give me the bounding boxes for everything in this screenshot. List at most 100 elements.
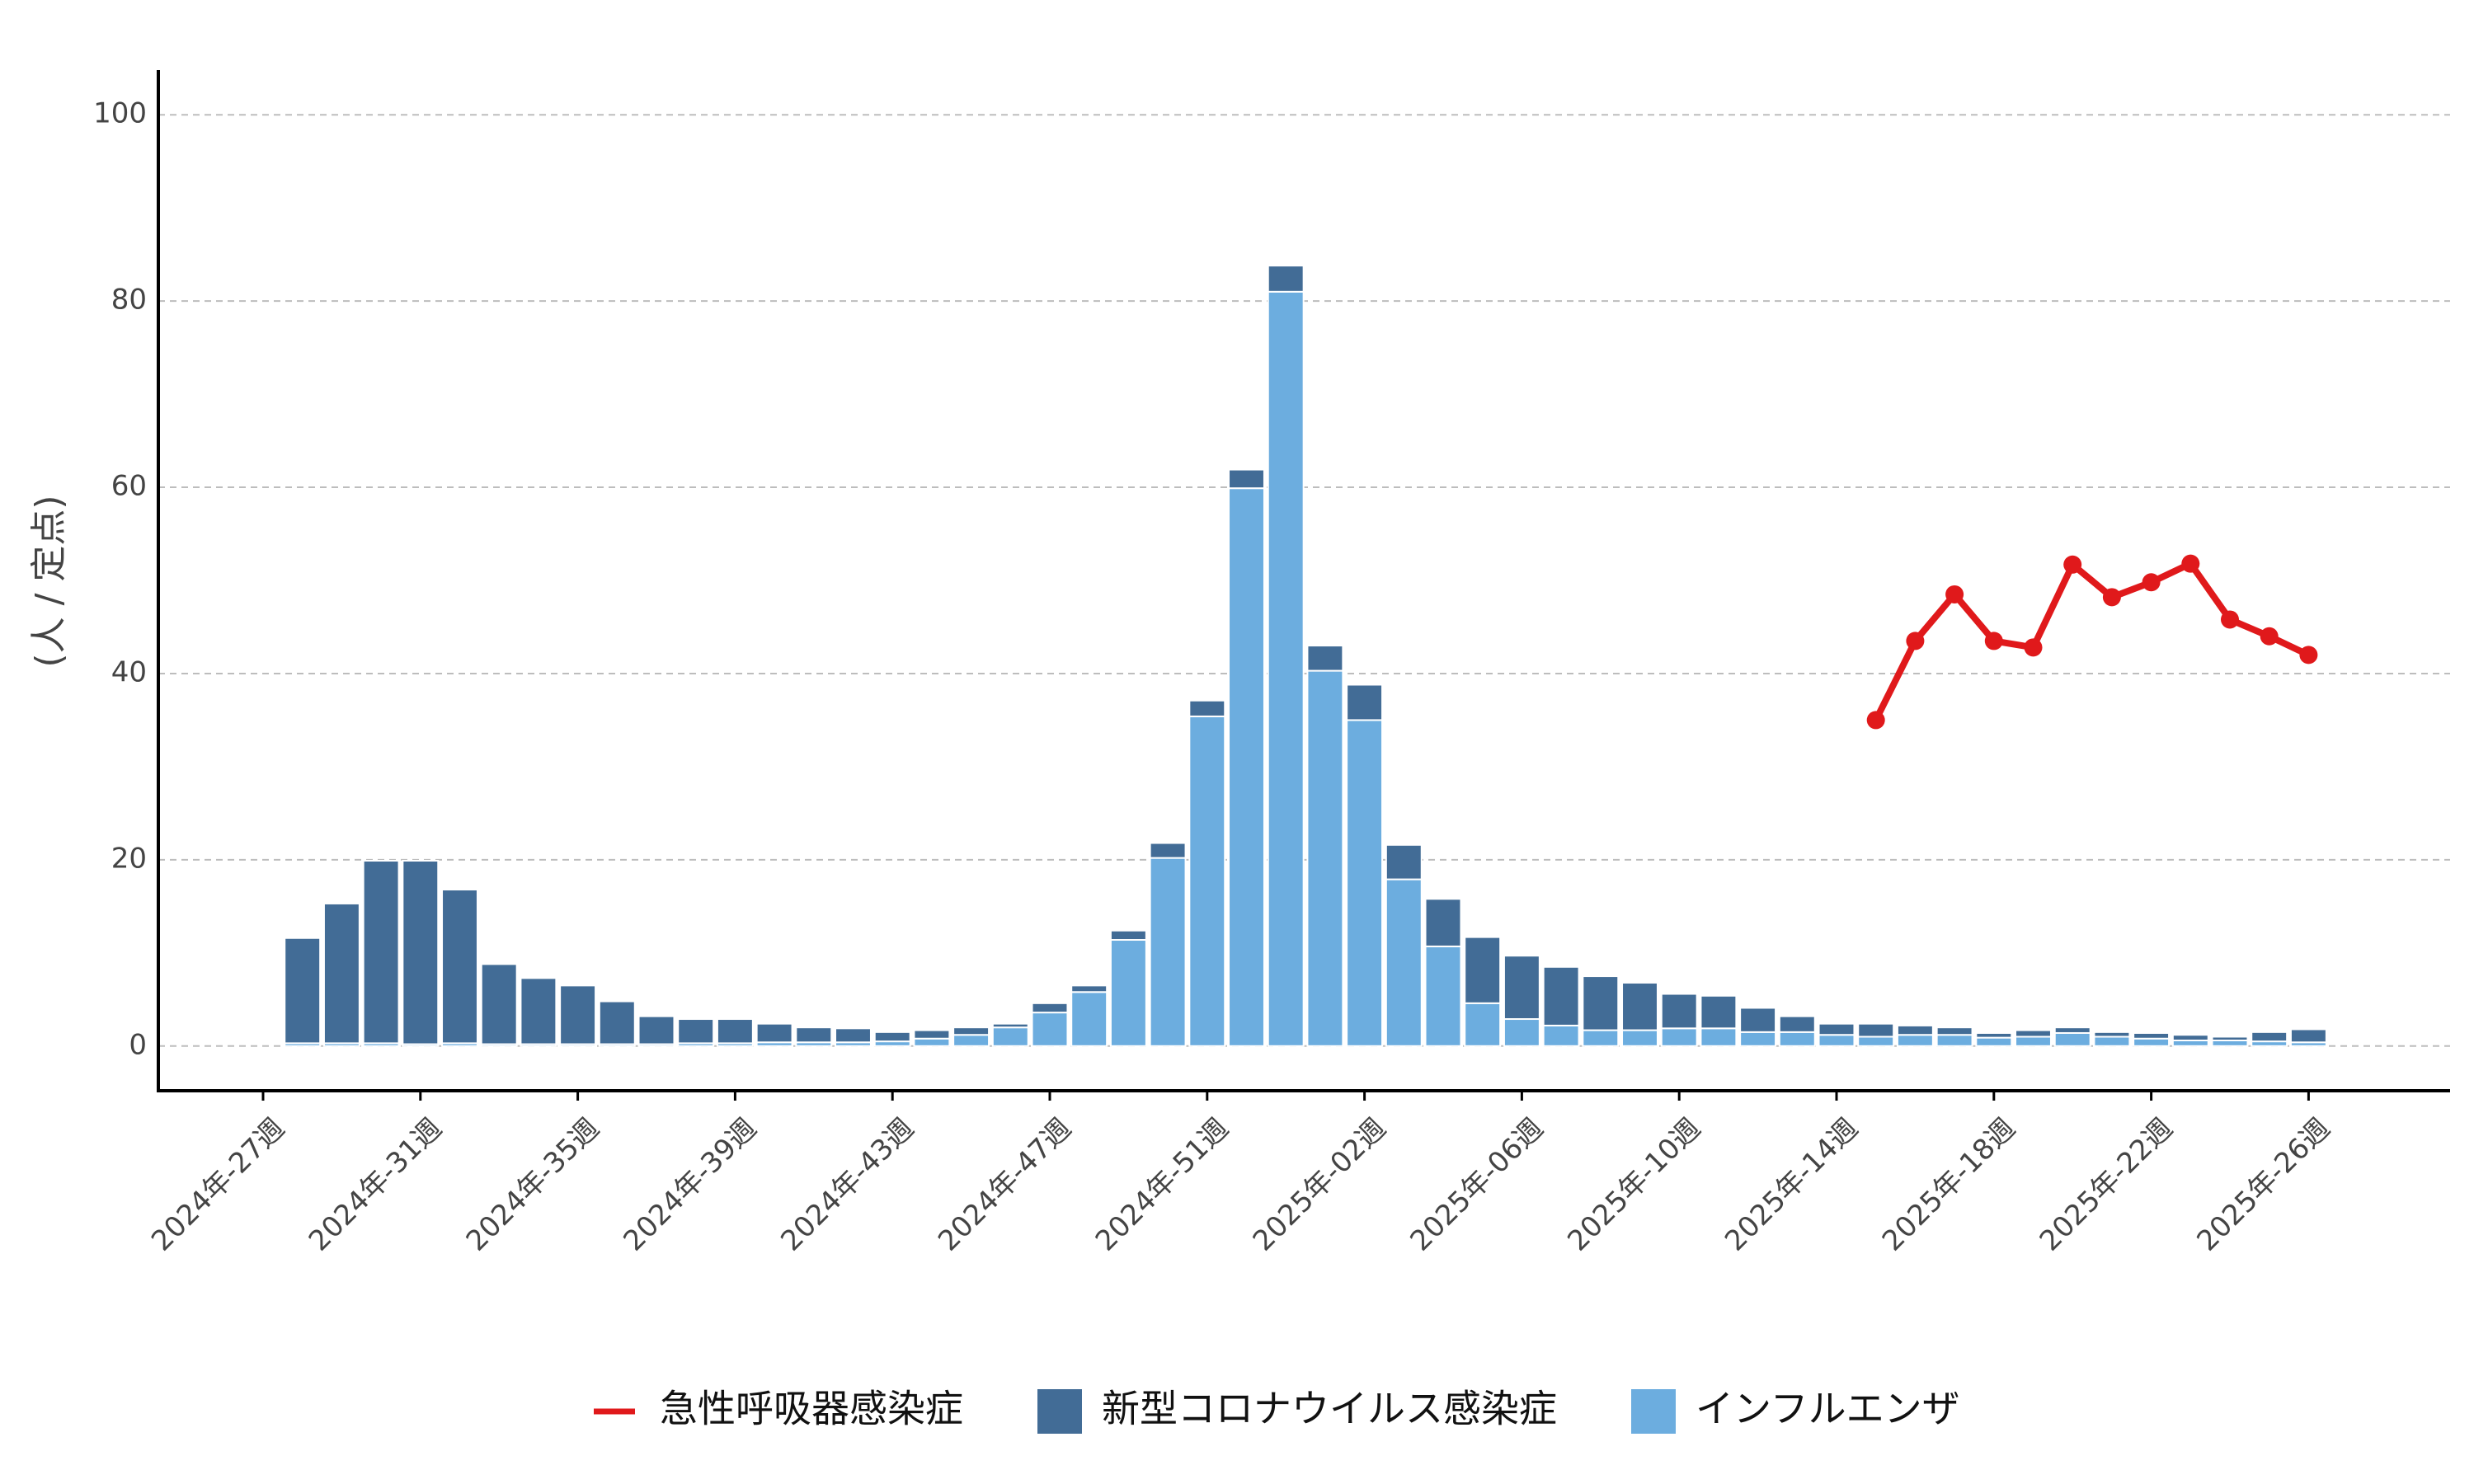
bar: [1542, 965, 1580, 1026]
bar: [913, 1037, 951, 1047]
legend-swatch: [1037, 1389, 1082, 1434]
x-tick-label: 2025年-06週: [1404, 1112, 1550, 1258]
bar: [1818, 1034, 1856, 1047]
bar: [2093, 1036, 2131, 1047]
bar: [1109, 929, 1147, 942]
bar: [1503, 1018, 1540, 1047]
bar: [677, 1018, 715, 1045]
bar: [441, 889, 478, 1045]
bar: [2053, 1031, 2091, 1047]
x-tick-label: 2025年-02週: [1247, 1112, 1393, 1258]
y-tick-label: 20: [111, 842, 147, 875]
bar: [1267, 290, 1305, 1047]
bar: [1031, 1012, 1069, 1047]
bar: [2053, 1026, 2091, 1034]
bar: [2171, 1040, 2209, 1047]
bar: [2211, 1040, 2249, 1047]
bar: [2251, 1031, 2288, 1043]
x-tick-label: 2025年-18週: [1876, 1112, 2022, 1258]
bar: [2171, 1034, 2209, 1042]
y-tick-label: 40: [111, 655, 147, 688]
bar: [716, 1018, 754, 1045]
bar: [2015, 1036, 2052, 1047]
point: [1945, 585, 1964, 603]
legend-label: インフルエンザ: [1696, 1387, 1960, 1431]
bar: [1896, 1034, 1934, 1047]
bar: [1228, 487, 1265, 1047]
point: [1906, 632, 1925, 650]
bar: [1778, 1031, 1816, 1047]
bar: [991, 1026, 1029, 1047]
bar: [1424, 898, 1462, 947]
bar: [1385, 878, 1423, 1047]
x-tick-label: 2024年-51週: [1089, 1112, 1235, 1258]
bar: [559, 984, 597, 1045]
point: [2142, 573, 2161, 592]
bar: [1778, 1015, 1816, 1033]
point: [2102, 588, 2121, 607]
y-tick-label: 0: [129, 1028, 147, 1061]
bar: [598, 1000, 636, 1045]
bar: [1621, 1029, 1658, 1047]
bar: [1188, 699, 1226, 717]
bar: [1070, 991, 1108, 1047]
bar: [795, 1026, 833, 1044]
bar: [322, 902, 360, 1045]
bar: [1149, 842, 1187, 859]
legend-swatch: [1631, 1389, 1676, 1434]
legend-label: 急性呼吸器感染症: [660, 1387, 963, 1431]
x-tick-label: 2025年-26週: [2190, 1112, 2336, 1258]
bar: [2289, 1028, 2327, 1044]
x-tick-label: 2025年-14週: [1719, 1112, 1865, 1258]
x-tick-label: 2025年-10週: [1561, 1112, 1707, 1258]
bar: [637, 1015, 675, 1045]
bar: [1582, 975, 1620, 1031]
bar: [1464, 936, 1502, 1004]
bar: [1818, 1022, 1856, 1036]
bar: [1660, 993, 1698, 1030]
x-tick-label: 2024年-27週: [145, 1112, 291, 1258]
bar: [835, 1027, 872, 1044]
bar: [1739, 1007, 1777, 1033]
x-tick-label: 2024年-47週: [932, 1112, 1078, 1258]
bar: [1975, 1031, 2013, 1039]
bar: [1896, 1024, 1934, 1036]
point: [2299, 646, 2318, 665]
bar: [1503, 955, 1540, 1021]
bar: [1542, 1024, 1580, 1047]
bar: [1188, 715, 1226, 1047]
point: [2181, 554, 2200, 573]
point: [1984, 632, 2003, 650]
bar: [873, 1031, 911, 1043]
bar: [1385, 843, 1423, 881]
bar: [1700, 994, 1738, 1030]
y-tick-label: 100: [93, 97, 147, 130]
bar: [1975, 1036, 2013, 1047]
y-axis-label: (人 / 定点): [28, 495, 70, 667]
bar: [1739, 1031, 1777, 1047]
bar: [402, 859, 440, 1045]
bar: [2211, 1036, 2249, 1042]
y-tick-label: 60: [111, 470, 147, 503]
point: [2024, 638, 2043, 657]
line: [1873, 560, 2311, 722]
bar: [1228, 468, 1265, 490]
y-tick-label: 80: [111, 284, 147, 317]
bar: [1935, 1026, 1973, 1036]
x-tick-label: 2024年-39週: [617, 1112, 763, 1258]
point: [1866, 711, 1885, 730]
legend-label: 新型コロナウイルス感染症: [1102, 1387, 1557, 1431]
x-tick-label: 2024年-31週: [303, 1112, 449, 1258]
bar: [1109, 939, 1147, 1047]
bar: [1660, 1027, 1698, 1047]
bar: [2015, 1029, 2052, 1038]
bar: [520, 977, 557, 1045]
bar: [1346, 683, 1384, 721]
bar: [755, 1022, 793, 1044]
bar: [1621, 981, 1658, 1031]
bar: [1149, 857, 1187, 1047]
bar: [1424, 945, 1462, 1047]
bar: [1857, 1022, 1895, 1038]
bar: [1700, 1027, 1738, 1047]
bar: [1267, 265, 1305, 293]
